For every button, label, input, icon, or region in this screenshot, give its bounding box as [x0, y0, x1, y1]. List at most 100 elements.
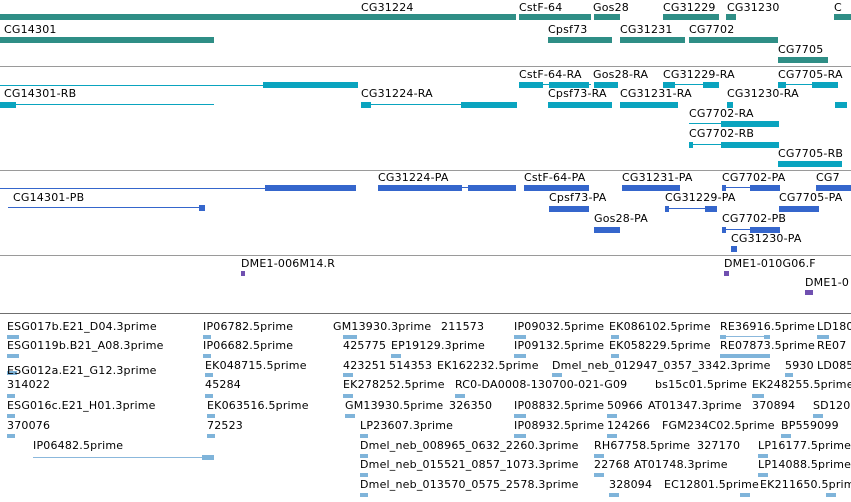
est-feature[interactable]	[611, 354, 619, 358]
gene-cg31231[interactable]	[620, 37, 685, 43]
transcript-cg14301-rb[interactable]	[0, 82, 358, 109]
est-feature[interactable]	[345, 414, 355, 418]
protein-cg7702-pa[interactable]	[722, 185, 780, 191]
est-feature[interactable]	[360, 434, 368, 438]
est-feature[interactable]	[203, 354, 211, 358]
protein-cg7702-pb[interactable]	[722, 227, 780, 233]
est-feature[interactable]	[360, 473, 368, 477]
est-feature[interactable]	[740, 493, 750, 497]
exon-block	[750, 185, 780, 191]
exon-block	[778, 82, 786, 88]
est-feature[interactable]	[758, 473, 768, 477]
transcript-cg7702-rb[interactable]	[689, 142, 779, 148]
est-feature[interactable]	[7, 371, 17, 375]
est-feature[interactable]	[33, 455, 214, 460]
est-feature[interactable]	[343, 335, 357, 339]
protein-cg7705-pa[interactable]	[779, 206, 819, 212]
gene-cstf-64[interactable]	[519, 14, 591, 20]
transcript-label-cstf-64-ra: CstF-64-RA	[519, 68, 582, 81]
gene-cpsf73[interactable]	[548, 37, 612, 43]
gene-cg7705[interactable]	[778, 57, 828, 63]
protein-cg14301-pb[interactable]	[0, 185, 356, 211]
est-label: RE36916.5prime	[720, 320, 815, 333]
transcript-cg31230-ra[interactable]	[727, 102, 847, 108]
est-feature[interactable]	[203, 335, 211, 339]
est-feature[interactable]	[360, 493, 368, 497]
gene-gos28[interactable]	[594, 14, 620, 20]
est-feature[interactable]	[205, 394, 213, 398]
gene-cg14301[interactable]	[0, 37, 214, 43]
est-label: IP08832.5prime	[514, 399, 605, 412]
est-feature[interactable]	[826, 493, 836, 497]
est-feature[interactable]	[205, 373, 213, 377]
gene-cg31230[interactable]	[726, 14, 736, 20]
transcript-gos28-ra[interactable]	[594, 82, 618, 88]
est-feature[interactable]	[758, 454, 768, 458]
est-label: Dmel_neb_013570_0575_2578.3prime	[360, 478, 579, 491]
cdna-dme1-010g06[interactable]	[724, 271, 729, 276]
est-feature[interactable]	[7, 394, 15, 398]
cdna-dme1-006m14[interactable]	[241, 271, 245, 276]
transcript-cg31224-ra[interactable]	[361, 102, 517, 108]
gene-cg31229[interactable]	[663, 14, 719, 20]
transcript-cpsf73-ra[interactable]	[548, 102, 612, 108]
protein-cpsf73-pa[interactable]	[549, 206, 589, 212]
transcript-label-gos28-ra: Gos28-RA	[593, 68, 649, 81]
est-feature[interactable]	[207, 434, 215, 438]
gene-bar	[834, 14, 851, 20]
est-feature[interactable]	[781, 434, 791, 438]
est-feature[interactable]	[7, 434, 15, 438]
est-feature[interactable]	[207, 414, 215, 418]
est-feature[interactable]	[514, 434, 526, 438]
est-feature[interactable]	[7, 354, 19, 358]
gene-cg7702[interactable]	[689, 37, 778, 43]
est-feature[interactable]	[514, 354, 526, 358]
est-feature[interactable]	[343, 394, 353, 398]
est-feature[interactable]	[594, 473, 604, 477]
protein-cg31229-pa[interactable]	[665, 206, 717, 212]
gene-cg31224[interactable]	[0, 14, 516, 20]
est-block	[817, 335, 829, 339]
transcript-cg7702-ra[interactable]	[689, 121, 779, 127]
est-feature[interactable]	[611, 335, 619, 339]
est-feature[interactable]	[7, 335, 19, 339]
protein-cg31231-pa[interactable]	[622, 185, 680, 191]
est-feature[interactable]	[813, 414, 823, 418]
est-feature[interactable]	[785, 373, 793, 377]
est-feature[interactable]	[607, 434, 617, 438]
cdna-dme1-truncated[interactable]	[805, 290, 813, 295]
est-label: EK058229.5prime	[609, 339, 711, 352]
est-feature[interactable]	[343, 373, 353, 377]
est-feature[interactable]	[720, 335, 770, 339]
est-track: ESG017b.E21_D04.3prime IP06782.5prime GM…	[0, 318, 851, 502]
protein-gos28-pa[interactable]	[594, 227, 620, 233]
est-label: 124266	[607, 419, 651, 432]
transcript-cg31231-ra[interactable]	[620, 102, 678, 108]
est-feature[interactable]	[514, 414, 526, 418]
est-label: RE07	[817, 339, 847, 352]
est-feature[interactable]	[720, 354, 770, 358]
est-feature[interactable]	[607, 414, 617, 418]
protein-cg31224-pa[interactable]	[378, 185, 516, 191]
est-label: GM13930.5prime	[345, 399, 444, 412]
est-feature[interactable]	[609, 493, 619, 497]
transcript-cg7705-ra[interactable]	[778, 82, 838, 88]
transcript-cg7705-rb[interactable]	[778, 161, 842, 167]
est-label: EK063516.5prime	[207, 399, 309, 412]
protein-label-cg14301-pb: CG14301-PB	[13, 191, 85, 204]
transcript-cstf-64-ra[interactable]	[519, 82, 591, 88]
est-feature[interactable]	[455, 394, 465, 398]
est-feature[interactable]	[7, 414, 15, 418]
protein-cg31230-pa[interactable]	[731, 246, 737, 252]
est-feature[interactable]	[360, 454, 368, 458]
est-feature[interactable]	[552, 373, 562, 377]
gene-c-truncated[interactable]	[834, 14, 851, 20]
est-feature[interactable]	[817, 335, 829, 339]
est-feature[interactable]	[391, 354, 401, 358]
protein-cstf-64-pa[interactable]	[524, 185, 589, 191]
est-feature[interactable]	[594, 454, 604, 458]
protein-cg7-truncated[interactable]	[816, 185, 851, 191]
est-feature[interactable]	[514, 335, 526, 339]
est-feature[interactable]	[752, 394, 764, 398]
transcript-cg31229-ra[interactable]	[663, 82, 719, 88]
